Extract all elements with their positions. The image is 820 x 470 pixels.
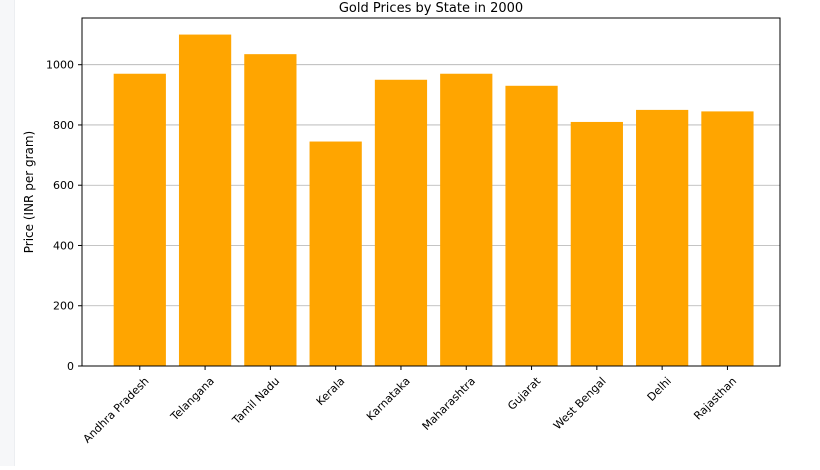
bar <box>244 54 297 366</box>
y-tick-label: 1000 <box>46 59 74 72</box>
bar <box>440 73 493 366</box>
y-tick-label: 600 <box>53 179 74 192</box>
x-tick-label: Kerala <box>314 375 348 409</box>
chart-title: Gold Prices by State in 2000 <box>339 1 523 16</box>
x-tick-label: Andhra Pradesh <box>81 375 152 446</box>
bar <box>374 79 428 366</box>
y-tick-label: 0 <box>67 360 74 373</box>
bar <box>113 73 166 366</box>
x-tick-label: Maharashtra <box>420 375 478 433</box>
left-panel-strip <box>0 0 15 466</box>
bar <box>636 109 689 366</box>
x-axis-ticks: Andhra Pradesh Telangana Tamil Nadu Kerala K… <box>81 366 739 446</box>
x-tick-label: Karnataka <box>364 375 413 424</box>
bar <box>701 111 754 367</box>
x-tick-label: Gujarat <box>505 374 544 413</box>
y-axis-ticks: 0 200 400 600 800 1000 <box>46 59 82 373</box>
x-tick-label: Tamil Nadu <box>229 375 282 428</box>
x-tick-label: West Bengal <box>551 375 609 433</box>
x-tick-label: Rajasthan <box>691 375 739 423</box>
x-tick-label: Delhi <box>645 375 674 404</box>
bar <box>505 85 558 366</box>
y-tick-label: 200 <box>53 300 74 313</box>
bars <box>113 34 754 367</box>
y-tick-label: 400 <box>53 239 74 252</box>
plot-area-border <box>81 17 781 367</box>
bar <box>570 121 623 366</box>
bar <box>309 141 362 366</box>
x-tick-label: Telangana <box>167 375 216 424</box>
y-tick-label: 800 <box>53 119 74 132</box>
bar <box>178 34 232 366</box>
y-axis-label: Price (INR per gram) <box>22 131 36 253</box>
